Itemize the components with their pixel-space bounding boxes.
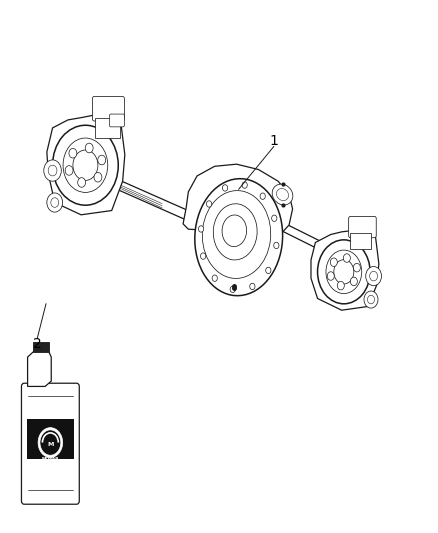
Polygon shape — [311, 229, 379, 310]
Circle shape — [367, 295, 374, 304]
Polygon shape — [47, 112, 125, 215]
Circle shape — [266, 267, 271, 273]
Ellipse shape — [213, 204, 257, 260]
Text: 2: 2 — [33, 337, 42, 351]
Circle shape — [69, 148, 77, 158]
Circle shape — [260, 193, 265, 199]
Circle shape — [53, 125, 118, 205]
Circle shape — [353, 263, 360, 272]
Circle shape — [47, 193, 63, 212]
Circle shape — [85, 143, 93, 153]
Circle shape — [51, 198, 59, 207]
Circle shape — [78, 177, 85, 187]
Ellipse shape — [222, 215, 247, 247]
Circle shape — [73, 150, 98, 180]
Text: 1: 1 — [269, 134, 278, 148]
Bar — [33, 342, 49, 352]
Circle shape — [242, 182, 247, 188]
Ellipse shape — [100, 166, 117, 195]
Circle shape — [44, 160, 61, 181]
Circle shape — [48, 165, 57, 176]
Circle shape — [327, 272, 334, 280]
Ellipse shape — [195, 179, 283, 296]
Circle shape — [334, 260, 354, 284]
Polygon shape — [28, 350, 51, 386]
FancyBboxPatch shape — [21, 383, 79, 504]
Circle shape — [370, 271, 378, 281]
Bar — [27, 459, 74, 489]
Circle shape — [212, 275, 217, 281]
Circle shape — [206, 201, 212, 207]
Circle shape — [63, 138, 108, 192]
Circle shape — [337, 281, 344, 290]
Polygon shape — [183, 164, 293, 235]
Circle shape — [350, 277, 357, 286]
FancyBboxPatch shape — [95, 118, 120, 138]
Ellipse shape — [202, 191, 271, 278]
Circle shape — [223, 185, 228, 191]
Text: MOPAR: MOPAR — [42, 457, 59, 462]
Circle shape — [230, 286, 235, 293]
Text: M: M — [47, 442, 53, 447]
Circle shape — [65, 166, 73, 175]
Circle shape — [326, 250, 362, 294]
FancyBboxPatch shape — [92, 96, 124, 121]
Bar — [27, 418, 74, 467]
FancyBboxPatch shape — [110, 114, 124, 127]
FancyBboxPatch shape — [349, 216, 376, 238]
Circle shape — [198, 226, 204, 232]
Ellipse shape — [272, 184, 293, 205]
Circle shape — [40, 430, 61, 455]
Circle shape — [201, 253, 206, 259]
Ellipse shape — [324, 236, 338, 261]
Circle shape — [274, 242, 279, 248]
Circle shape — [364, 291, 378, 308]
FancyBboxPatch shape — [350, 233, 371, 249]
Circle shape — [343, 254, 350, 262]
Circle shape — [38, 427, 63, 457]
Ellipse shape — [276, 189, 289, 200]
Circle shape — [250, 283, 255, 289]
Circle shape — [272, 215, 277, 222]
Circle shape — [98, 155, 106, 165]
Circle shape — [330, 258, 337, 266]
Circle shape — [94, 173, 102, 182]
Circle shape — [366, 266, 381, 286]
Circle shape — [318, 240, 370, 304]
